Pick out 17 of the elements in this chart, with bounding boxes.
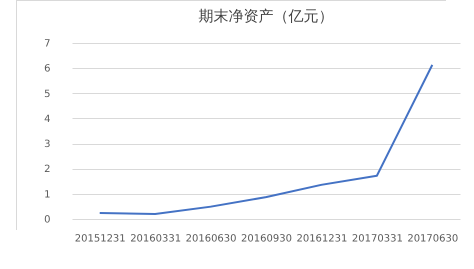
y-tick-label: 4 xyxy=(44,114,50,125)
x-tick-label: 20160630 xyxy=(186,234,237,244)
y-tick-label: 5 xyxy=(44,88,50,100)
x-tick-label: 20160930 xyxy=(241,234,292,244)
line-series xyxy=(98,64,434,215)
y-tick-label: 0 xyxy=(44,214,50,226)
chart-title: 期末净资产（亿元） xyxy=(198,7,334,25)
y-tick-label: 1 xyxy=(44,189,50,200)
x-tick-label: 20170331 xyxy=(352,234,403,244)
x-tick-label: 20160331 xyxy=(130,234,182,244)
x-tick-label: 20151231 xyxy=(74,234,126,244)
y-tick-label: 7 xyxy=(44,38,50,50)
y-tick-label: 2 xyxy=(44,164,50,176)
x-tick-label: 20170630 xyxy=(407,234,458,244)
x-tick-label: 20161231 xyxy=(296,234,348,244)
y-tick-label: 6 xyxy=(44,64,50,75)
y-tick-label: 3 xyxy=(44,139,50,150)
